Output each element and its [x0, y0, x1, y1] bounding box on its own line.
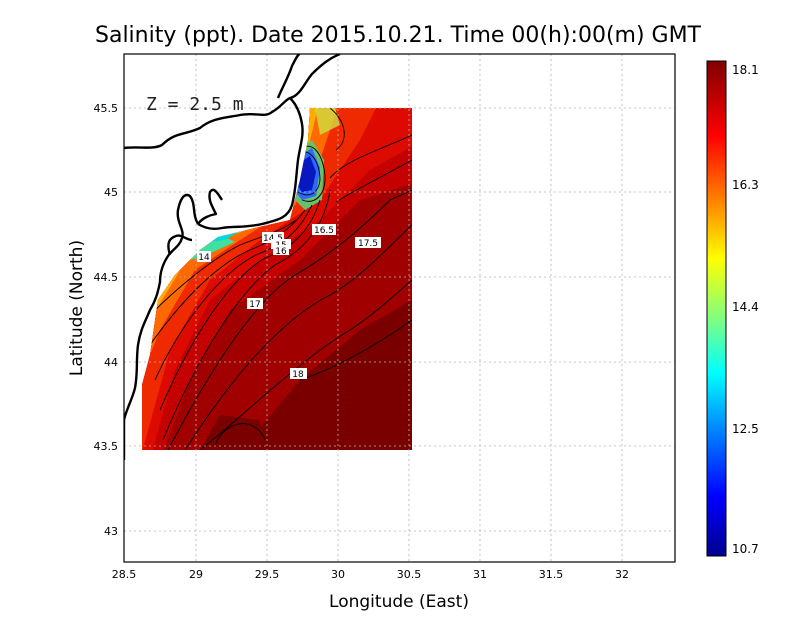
y-tick-label: 45.5: [94, 102, 119, 115]
contour-label: 14: [198, 253, 210, 263]
colorbar: [706, 60, 727, 557]
colorbar-tick: 10.7: [732, 542, 759, 556]
contour-label-group: 14 14.5 15 16 16.5 17 17.5 18: [197, 224, 381, 380]
contour-label-bg: [262, 232, 284, 243]
x-axis: 28.5 29 29.5 30 30.5 31 31.5 32: [112, 568, 629, 581]
contour-label: 17.5: [358, 239, 378, 249]
contour-label-bg: [312, 224, 336, 235]
x-tick-label: 30.5: [397, 568, 422, 581]
contour-label-bg: [271, 239, 291, 249]
x-tick-label: 30: [331, 568, 345, 581]
depth-label: Z = 2.5 m: [146, 94, 244, 115]
x-tick-label: 32: [615, 568, 629, 581]
contour-lines: [149, 108, 412, 450]
contour-label: 17: [249, 300, 260, 310]
contour-label-bg: [355, 237, 381, 248]
contour-label: 18: [292, 370, 304, 380]
colorbar-tick: 14.4: [732, 300, 759, 314]
map-title: Salinity (ppt). Date 2015.10.21. Time 00…: [95, 23, 702, 48]
colorbar-tick: 18.1: [732, 63, 759, 77]
x-axis-label: Longitude (East): [329, 592, 469, 612]
x-tick-label: 31: [473, 568, 487, 581]
contour-label: 16: [275, 247, 287, 257]
colorbar-tick: 16.3: [732, 178, 759, 192]
x-tick-label: 31.5: [539, 568, 564, 581]
y-tick-label: 44.5: [94, 271, 119, 284]
y-tick-label: 43: [104, 525, 118, 538]
y-tick-label: 44: [104, 356, 118, 369]
contour-label-bg: [197, 251, 211, 262]
colorbar-tick: 12.5: [732, 422, 759, 436]
plot-frame: [123, 53, 676, 563]
y-tick-label: 45: [104, 186, 118, 199]
contour-label-bg: [273, 245, 289, 255]
x-tick-label: 29: [189, 568, 203, 581]
contour-label-bg: [247, 298, 263, 309]
coastline: [124, 54, 341, 460]
y-axis-label: Latitude (North): [67, 240, 87, 376]
contour-label: 16.5: [314, 226, 334, 236]
x-tick-label: 28.5: [112, 568, 137, 581]
contour-label-bg: [290, 368, 307, 379]
y-tick-label: 43.5: [94, 440, 119, 453]
x-tick-label: 29.5: [255, 568, 280, 581]
y-axis: 43 43.5 44 44.5 45 45.5: [94, 102, 119, 538]
